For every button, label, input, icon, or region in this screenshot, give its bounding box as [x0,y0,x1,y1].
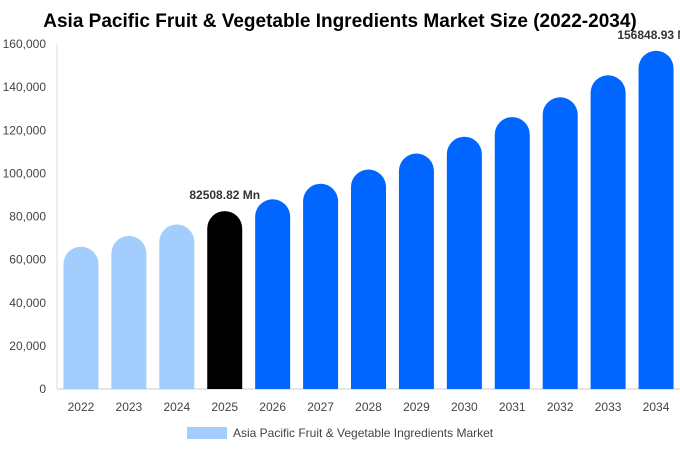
y-tick-label: 120,000 [3,123,47,137]
x-tick-label: 2023 [116,400,143,414]
bar-2033[interactable] [590,75,626,408]
legend-swatch[interactable] [187,427,227,439]
bar-2026[interactable] [255,199,291,408]
legend-label[interactable]: Asia Pacific Fruit & Vegetable Ingredien… [233,426,494,440]
y-tick-label: 100,000 [3,166,47,180]
x-tick-label: 2028 [355,400,382,414]
y-axis: 0 20,000 40,000 60,000 80,000 100,000 120,000 1… [3,37,58,396]
bar-2029[interactable] [398,153,434,409]
y-tick-label: 60,000 [9,253,46,267]
x-tick-label: 2033 [595,400,622,414]
y-tick-label: 0 [39,382,46,396]
bar-2030[interactable] [446,136,482,409]
x-tick-label: 2030 [451,400,478,414]
y-tick-label: 40,000 [9,296,46,310]
chart-title: Asia Pacific Fruit & Vegetable Ingredien… [43,11,636,32]
x-axis: 2022 2023 2024 2025 2026 2027 2028 2029 2030 2031… [57,388,680,414]
bar-2034[interactable] [638,50,674,409]
x-tick-label: 2026 [259,400,286,414]
bar-2027[interactable] [303,183,339,409]
data-labels: 82508.82 Mn 156848.93 Mn [189,28,680,202]
bar-2028[interactable] [351,169,386,408]
bar-2023[interactable] [111,235,147,409]
x-tick-label: 2022 [68,400,95,414]
x-tick-label: 2027 [307,400,334,414]
y-tick-label: 140,000 [3,80,47,94]
bar-2031[interactable] [494,117,530,408]
bars [63,50,674,409]
y-tick-label: 80,000 [9,210,46,224]
bar-2032[interactable] [542,97,578,408]
y-tick-label: 160,000 [3,37,47,51]
x-tick-label: 2029 [403,400,430,414]
data-label-2034: 156848.93 Mn [617,28,680,42]
bar-2024[interactable] [159,224,195,408]
x-tick-label: 2024 [163,400,190,414]
bar-2025[interactable] [207,211,243,408]
x-tick-label: 2031 [499,400,526,414]
bar-2022[interactable] [63,246,99,409]
x-tick-label: 2034 [643,400,670,414]
x-tick-label: 2032 [547,400,574,414]
x-tick-label: 2025 [211,400,238,414]
data-label-2025: 82508.82 Mn [189,188,260,202]
y-tick-label: 20,000 [9,339,46,353]
legend[interactable]: Asia Pacific Fruit & Vegetable Ingredien… [187,426,494,440]
